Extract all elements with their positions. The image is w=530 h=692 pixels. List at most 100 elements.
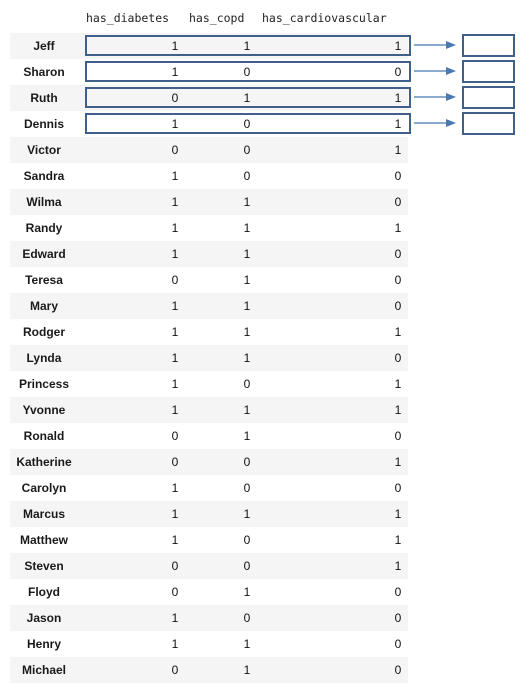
row-name: Floyd [28, 585, 60, 599]
row-name: Randy [25, 221, 63, 235]
cell-has-diabetes: 1 [171, 611, 179, 625]
arrow-head [446, 119, 456, 127]
table-row: Teresa 0 1 0 [10, 267, 408, 293]
cell-has-diabetes: 0 [171, 143, 179, 157]
table-row: Sharon 1 0 0 [10, 59, 408, 85]
cell-has-diabetes: 1 [171, 39, 179, 53]
row-name: Victor [27, 143, 61, 157]
table-row: Henry 1 1 0 [10, 631, 408, 657]
cell-has-cardiovascular: 0 [394, 65, 402, 79]
cell-has-cardiovascular: 1 [394, 533, 402, 547]
row-name: Michael [21, 663, 66, 677]
cell-has-copd: 1 [243, 195, 251, 209]
cell-has-diabetes: 0 [171, 455, 179, 469]
arrow-head [446, 67, 456, 75]
row-highlight-box [85, 87, 411, 108]
cell-has-cardiovascular: 1 [394, 559, 402, 573]
row-name: Ruth [30, 91, 58, 105]
column-header-has-diabetes: has_diabetes [86, 11, 170, 25]
cell-has-copd: 0 [243, 611, 251, 625]
table-row: Sandra 1 0 0 [10, 163, 408, 189]
cell-has-cardiovascular: 1 [394, 377, 402, 391]
cell-has-diabetes: 1 [171, 637, 179, 651]
row-name: Henry [26, 637, 61, 651]
cell-has-cardiovascular: 0 [394, 351, 402, 365]
row-name: Wilma [26, 195, 62, 209]
output-box [462, 34, 515, 57]
cell-has-cardiovascular: 1 [394, 221, 402, 235]
cell-has-diabetes: 1 [171, 65, 179, 79]
row-name: Sharon [23, 65, 65, 79]
cell-has-diabetes: 1 [171, 195, 179, 209]
cell-has-cardiovascular: 0 [394, 299, 402, 313]
arrow-head [446, 41, 456, 49]
cell-has-diabetes: 0 [171, 91, 179, 105]
row-name: Marcus [22, 507, 66, 521]
output-box [462, 86, 515, 109]
cell-has-diabetes: 1 [171, 117, 179, 131]
cell-has-cardiovascular: 1 [394, 455, 402, 469]
cell-has-diabetes: 1 [171, 507, 179, 521]
table-row: Steven 0 0 1 [10, 553, 408, 579]
row-name: Rodger [23, 325, 65, 339]
cell-has-diabetes: 1 [171, 481, 179, 495]
cell-has-copd: 1 [243, 91, 251, 105]
cell-has-copd: 1 [243, 299, 251, 313]
data-table: Jeff 1 1 1 Sharon 1 0 0 Ruth 0 1 1 Dennis 1 0 1 Victor 0 0… [10, 33, 408, 683]
cell-has-diabetes: 0 [171, 585, 179, 599]
row-name: Carolyn [21, 481, 67, 495]
column-header-has-cardiovascular: has_cardiovascular [262, 11, 387, 25]
table-row: Matthew 1 0 1 [10, 527, 408, 553]
cell-has-cardiovascular: 1 [394, 117, 402, 131]
table-row: Michael 0 1 0 [10, 657, 408, 683]
cell-has-copd: 1 [243, 507, 251, 521]
cell-has-cardiovascular: 1 [394, 39, 402, 53]
cell-has-diabetes: 1 [171, 377, 179, 391]
cell-has-copd: 1 [243, 663, 251, 677]
table-row: Yvonne 1 1 1 [10, 397, 408, 423]
table-row: Marcus 1 1 1 [10, 501, 408, 527]
cell-has-cardiovascular: 0 [394, 273, 402, 287]
table-row: Floyd 0 1 0 [10, 579, 408, 605]
arrow-head [446, 93, 456, 101]
row-name: Matthew [20, 533, 68, 547]
row-name: Yvonne [22, 403, 66, 417]
row-highlight-box [85, 61, 411, 82]
cell-has-copd: 0 [243, 559, 251, 573]
output-box [462, 60, 515, 83]
cell-has-diabetes: 1 [171, 299, 179, 313]
cell-has-copd: 1 [243, 351, 251, 365]
row-name: Teresa [25, 273, 63, 287]
cell-has-copd: 1 [243, 39, 251, 53]
table-row: Lynda 1 1 0 [10, 345, 408, 371]
cell-has-copd: 1 [243, 429, 251, 443]
cell-has-copd: 1 [243, 637, 251, 651]
cell-has-copd: 0 [243, 117, 251, 131]
row-name: Mary [29, 299, 58, 313]
cell-has-copd: 1 [243, 221, 251, 235]
cell-has-cardiovascular: 1 [394, 403, 402, 417]
cell-has-cardiovascular: 0 [394, 195, 402, 209]
table-row: Victor 0 0 1 [10, 137, 408, 163]
row-name: Sandra [23, 169, 65, 183]
table-row: Carolyn 1 0 0 [10, 475, 408, 501]
row-name: Steven [24, 559, 64, 573]
cell-has-copd: 1 [243, 325, 251, 339]
cell-has-cardiovascular: 1 [394, 507, 402, 521]
row-name: Dennis [23, 117, 64, 131]
table-row: Wilma 1 1 0 [10, 189, 408, 215]
cell-has-cardiovascular: 0 [394, 481, 402, 495]
table-row: Randy 1 1 1 [10, 215, 408, 241]
output-box [462, 112, 515, 135]
cell-has-cardiovascular: 0 [394, 247, 402, 261]
row-name: Ronald [23, 429, 65, 443]
table-row: Edward 1 1 0 [10, 241, 408, 267]
table-row: Rodger 1 1 1 [10, 319, 408, 345]
cell-has-copd: 0 [243, 65, 251, 79]
cell-has-cardiovascular: 0 [394, 169, 402, 183]
cell-has-diabetes: 0 [171, 663, 179, 677]
cell-has-copd: 1 [243, 585, 251, 599]
cell-has-cardiovascular: 0 [394, 429, 402, 443]
row-name: Edward [22, 247, 66, 261]
